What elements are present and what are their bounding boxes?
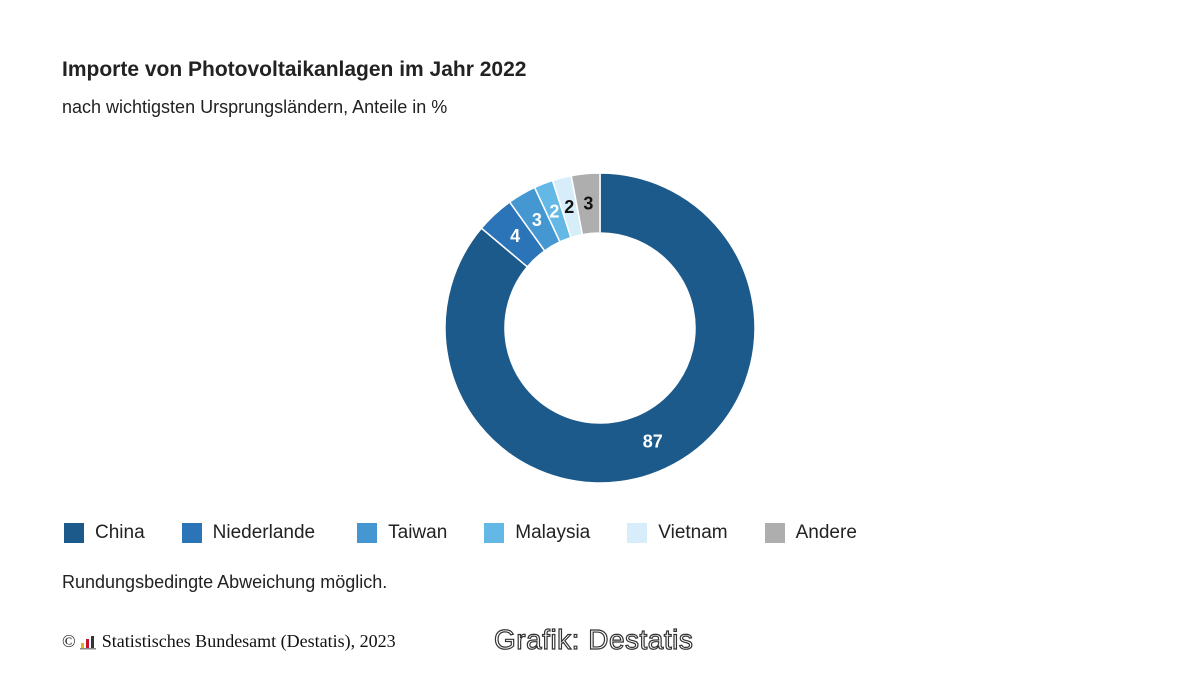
copyright-symbol: ©: [62, 631, 76, 651]
legend-label: Andere: [795, 522, 857, 543]
slice-label-china: 87: [643, 431, 663, 451]
chart-title: Importe von Photovoltaikanlagen im Jahr …: [62, 58, 527, 81]
legend-swatch: [357, 523, 378, 543]
grafik-watermark: Grafik: Destatis: [493, 623, 694, 655]
slice-label-taiwan: 3: [532, 210, 542, 230]
legend-swatch: [181, 523, 202, 543]
legend-label: Niederlande: [212, 522, 316, 543]
legend-label: China: [95, 522, 145, 543]
slice-andere: [570, 172, 601, 236]
legend-item-andere: Andere: [764, 522, 857, 544]
legend-item-china: China: [64, 522, 145, 544]
legend-swatch: [484, 523, 505, 543]
legend-item-niederlande: Niederlande: [181, 522, 316, 544]
destatis-logo-icon: [79, 635, 96, 649]
legend-item-malaysia: Malaysia: [484, 522, 590, 544]
slice-label-malaysia: 2: [549, 202, 559, 222]
legend-label: Taiwan: [388, 522, 448, 543]
slice-label-andere: 3: [583, 194, 593, 214]
donut-slices: [444, 172, 756, 484]
slice-label-vietnam: 2: [564, 197, 574, 217]
legend-label: Vietnam: [658, 522, 728, 543]
legend-item-taiwan: Taiwan: [357, 522, 447, 544]
legend-label: Malaysia: [515, 522, 591, 543]
legend-swatch: [627, 523, 648, 543]
rounding-note: Rundungsbedingte Abweichung möglich.: [62, 572, 388, 592]
legend-item-vietnam: Vietnam: [627, 522, 728, 544]
slice-china: [444, 172, 756, 484]
chart-subtitle: nach wichtigsten Ursprungsländern, Antei…: [62, 97, 448, 117]
legend-swatch: [764, 523, 785, 543]
legend-swatch: [64, 523, 84, 543]
chart-legend: China Niederlande Taiwan Malaysia Vietnam And…: [64, 522, 857, 544]
slice-label-niederlande: 4: [510, 226, 520, 246]
source-footer: © Statistisches Bundesamt (Destatis), 20…: [62, 631, 396, 652]
source-text: Statistisches Bundesamt (Destatis), 2023: [101, 631, 396, 651]
